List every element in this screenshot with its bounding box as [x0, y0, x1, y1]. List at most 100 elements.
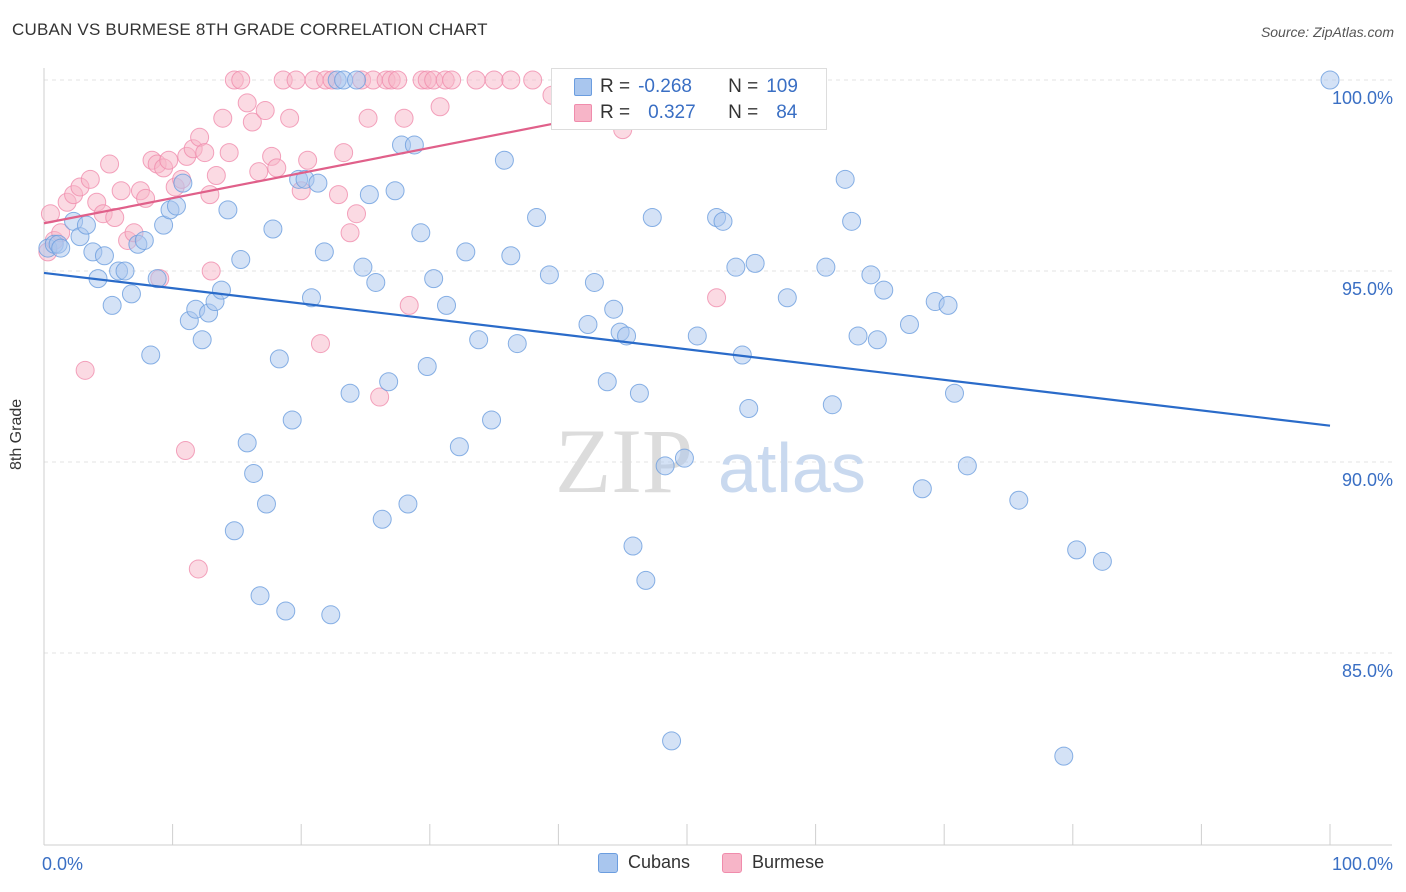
- data-point-cubans: [655, 456, 675, 476]
- y-tick-label: 100.0%: [1332, 88, 1393, 108]
- data-point-burmese: [328, 185, 348, 205]
- data-point-cubans: [76, 215, 96, 235]
- y-tick-label: 90.0%: [1342, 470, 1393, 490]
- chart-source: Source: ZipAtlas.com: [1260, 24, 1394, 40]
- data-point-cubans: [115, 261, 135, 281]
- data-point-burmese: [231, 70, 251, 90]
- data-point-cubans: [385, 181, 405, 201]
- data-point-cubans: [379, 372, 399, 392]
- x-tick-label: 100.0%: [1332, 854, 1393, 874]
- data-point-cubans: [269, 349, 289, 369]
- data-point-burmese: [206, 166, 226, 185]
- data-point-burmese: [707, 288, 727, 308]
- data-point-cubans: [861, 265, 881, 285]
- data-point-burmese: [484, 70, 504, 90]
- data-point-cubans: [899, 314, 919, 334]
- data-point-burmese: [310, 334, 330, 354]
- data-point-burmese: [237, 93, 257, 113]
- data-point-cubans: [121, 284, 141, 304]
- data-point-burmese: [523, 70, 543, 90]
- data-point-cubans: [501, 246, 521, 266]
- bottom-legend: Cubans Burmese: [598, 852, 856, 873]
- data-point-cubans: [912, 479, 932, 499]
- data-point-cubans: [494, 150, 514, 170]
- data-point-cubans: [842, 211, 862, 231]
- data-point-cubans: [584, 272, 604, 292]
- stats-n-label: N =: [728, 76, 759, 97]
- data-point-cubans: [237, 433, 257, 453]
- data-point-burmese: [255, 101, 275, 121]
- data-point-burmese: [80, 169, 100, 189]
- data-point-burmese: [100, 154, 120, 174]
- data-point-cubans: [674, 448, 694, 468]
- data-point-cubans: [173, 173, 193, 193]
- data-point-cubans: [437, 295, 457, 315]
- data-point-cubans: [321, 605, 341, 625]
- data-point-cubans: [102, 295, 122, 315]
- data-point-cubans: [411, 223, 431, 243]
- data-point-cubans: [134, 230, 154, 250]
- data-point-cubans: [507, 334, 527, 354]
- data-point-burmese: [442, 70, 462, 90]
- data-point-cubans: [944, 383, 964, 403]
- data-point-cubans: [604, 299, 624, 319]
- data-point-burmese: [200, 185, 220, 205]
- stats-r-value: 0.327: [648, 102, 696, 123]
- y-tick-label: 95.0%: [1342, 279, 1393, 299]
- stats-r-value: -0.268: [638, 76, 692, 97]
- data-point-cubans: [192, 330, 212, 350]
- data-point-cubans: [449, 437, 469, 457]
- stats-swatch-cubans: [574, 78, 592, 96]
- data-point-cubans: [816, 257, 836, 277]
- data-point-cubans: [218, 200, 238, 220]
- legend-swatch-cubans: [598, 852, 618, 873]
- data-point-burmese: [346, 204, 366, 224]
- data-point-cubans: [366, 272, 386, 292]
- data-point-cubans: [726, 257, 746, 277]
- legend-item-burmese[interactable]: Burmese: [722, 852, 824, 873]
- data-point-cubans: [94, 246, 114, 266]
- legend-swatch-burmese: [722, 852, 743, 873]
- stats-r-label: R =: [600, 102, 631, 123]
- data-point-cubans: [224, 521, 244, 541]
- stats-row-burmese: R = 0.327 N = 84: [574, 100, 797, 126]
- data-point-burmese: [213, 108, 233, 128]
- data-point-cubans: [359, 185, 379, 205]
- data-point-cubans: [147, 269, 167, 289]
- stats-legend: R = -0.268 N = 109 R = 0.327 N = 84: [551, 68, 827, 130]
- watermark: ZIP atlas: [555, 410, 866, 512]
- data-point-burmese: [358, 108, 378, 128]
- data-point-cubans: [1067, 540, 1087, 560]
- data-point-burmese: [159, 150, 179, 170]
- data-point-cubans: [1320, 70, 1340, 90]
- trend-line-cubans: [43, 271, 1331, 427]
- data-point-burmese: [219, 143, 239, 163]
- data-point-cubans: [340, 383, 360, 403]
- data-point-cubans: [623, 536, 643, 556]
- data-point-burmese: [280, 108, 300, 128]
- data-point-cubans: [957, 456, 977, 476]
- data-point-cubans: [346, 70, 366, 90]
- data-point-cubans: [617, 326, 637, 346]
- data-point-cubans: [629, 383, 649, 403]
- data-point-burmese: [334, 143, 354, 163]
- data-point-cubans: [848, 326, 868, 346]
- y-tick-label: 85.0%: [1342, 661, 1393, 681]
- data-point-burmese: [75, 360, 95, 380]
- data-point-cubans: [51, 238, 71, 258]
- data-point-cubans: [662, 731, 682, 751]
- legend-label-burmese: Burmese: [752, 852, 825, 872]
- data-point-cubans: [1092, 551, 1112, 571]
- data-point-cubans: [276, 601, 296, 621]
- data-point-burmese: [249, 162, 269, 182]
- data-point-cubans: [938, 295, 958, 315]
- legend-item-cubans[interactable]: Cubans: [598, 852, 690, 873]
- data-point-cubans: [867, 330, 887, 350]
- data-point-burmese: [242, 112, 262, 132]
- data-point-burmese: [394, 108, 414, 128]
- data-point-burmese: [201, 261, 221, 281]
- data-point-cubans: [482, 410, 502, 430]
- data-point-cubans: [835, 169, 855, 189]
- data-point-cubans: [527, 208, 547, 228]
- data-point-cubans: [256, 494, 276, 514]
